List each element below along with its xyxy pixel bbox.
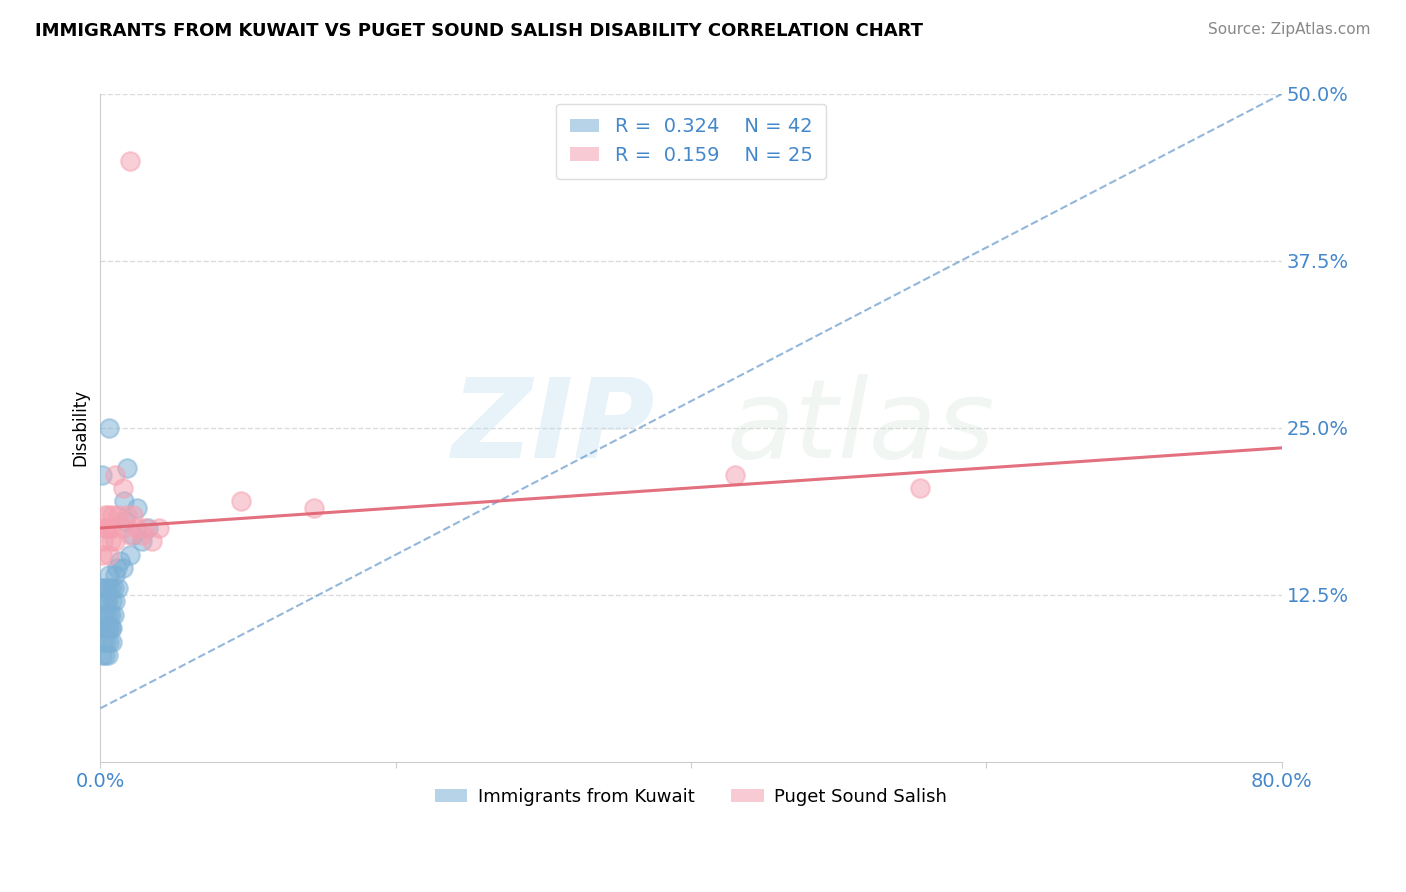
Point [100,581,122,595]
Point [103,581,125,595]
Point [96,594,118,608]
Point [97,648,120,662]
Point [121,508,143,522]
Point [148,521,170,535]
Point [94,521,117,535]
Point [118,153,141,168]
Point [101,621,124,635]
Point [107,581,129,595]
Point [90,467,112,482]
Point [111,481,134,495]
Point [115,508,138,522]
Point [91,534,114,549]
Point [91,607,114,622]
Point [94,508,117,522]
Point [104,594,127,608]
Point [127,500,149,515]
Point [101,634,124,648]
Point [98,421,121,435]
Point [97,594,120,608]
Point [118,527,141,541]
Point [127,521,149,535]
Point [96,607,118,622]
Point [103,607,125,622]
Point [118,548,141,562]
Point [90,621,112,635]
Point [94,621,117,635]
Point [108,554,131,568]
Point [100,607,122,622]
Point [98,567,121,582]
Point [304,500,326,515]
Point [94,648,117,662]
Point [101,508,124,522]
Point [104,467,127,482]
Point [100,621,122,635]
Point [98,621,121,635]
Point [131,534,153,549]
Point [115,461,138,475]
Point [98,607,121,622]
Point [96,521,118,535]
Point [96,634,118,648]
Text: Source: ZipAtlas.com: Source: ZipAtlas.com [1208,22,1371,37]
Legend: Immigrants from Kuwait, Puget Sound Salish: Immigrants from Kuwait, Puget Sound Sali… [427,780,955,813]
Point [98,634,121,648]
Point [101,521,124,535]
Point [98,548,121,562]
Point [91,634,114,648]
Point [724,467,747,482]
Point [229,494,252,508]
Point [134,521,156,535]
Point [141,534,163,549]
Point [94,581,117,595]
Y-axis label: Disability: Disability [72,389,89,467]
Text: ZIP: ZIP [453,375,655,482]
Point [91,594,114,608]
Point [104,534,127,549]
Text: atlas: atlas [727,375,995,482]
Text: IMMIGRANTS FROM KUWAIT VS PUGET SOUND SALISH DISABILITY CORRELATION CHART: IMMIGRANTS FROM KUWAIT VS PUGET SOUND SA… [35,22,924,40]
Point [136,521,159,535]
Point [100,534,122,549]
Point [121,527,143,541]
Point [908,481,931,495]
Point [131,527,153,541]
Point [90,581,112,595]
Point [105,561,128,575]
Point [111,521,134,535]
Point [107,508,129,522]
Point [97,508,120,522]
Point [90,648,112,662]
Point [90,548,112,562]
Point [111,561,134,575]
Point [97,621,120,635]
Point [97,581,120,595]
Point [114,514,136,528]
Point [112,494,135,508]
Point [101,594,124,608]
Point [98,521,121,535]
Point [104,567,127,582]
